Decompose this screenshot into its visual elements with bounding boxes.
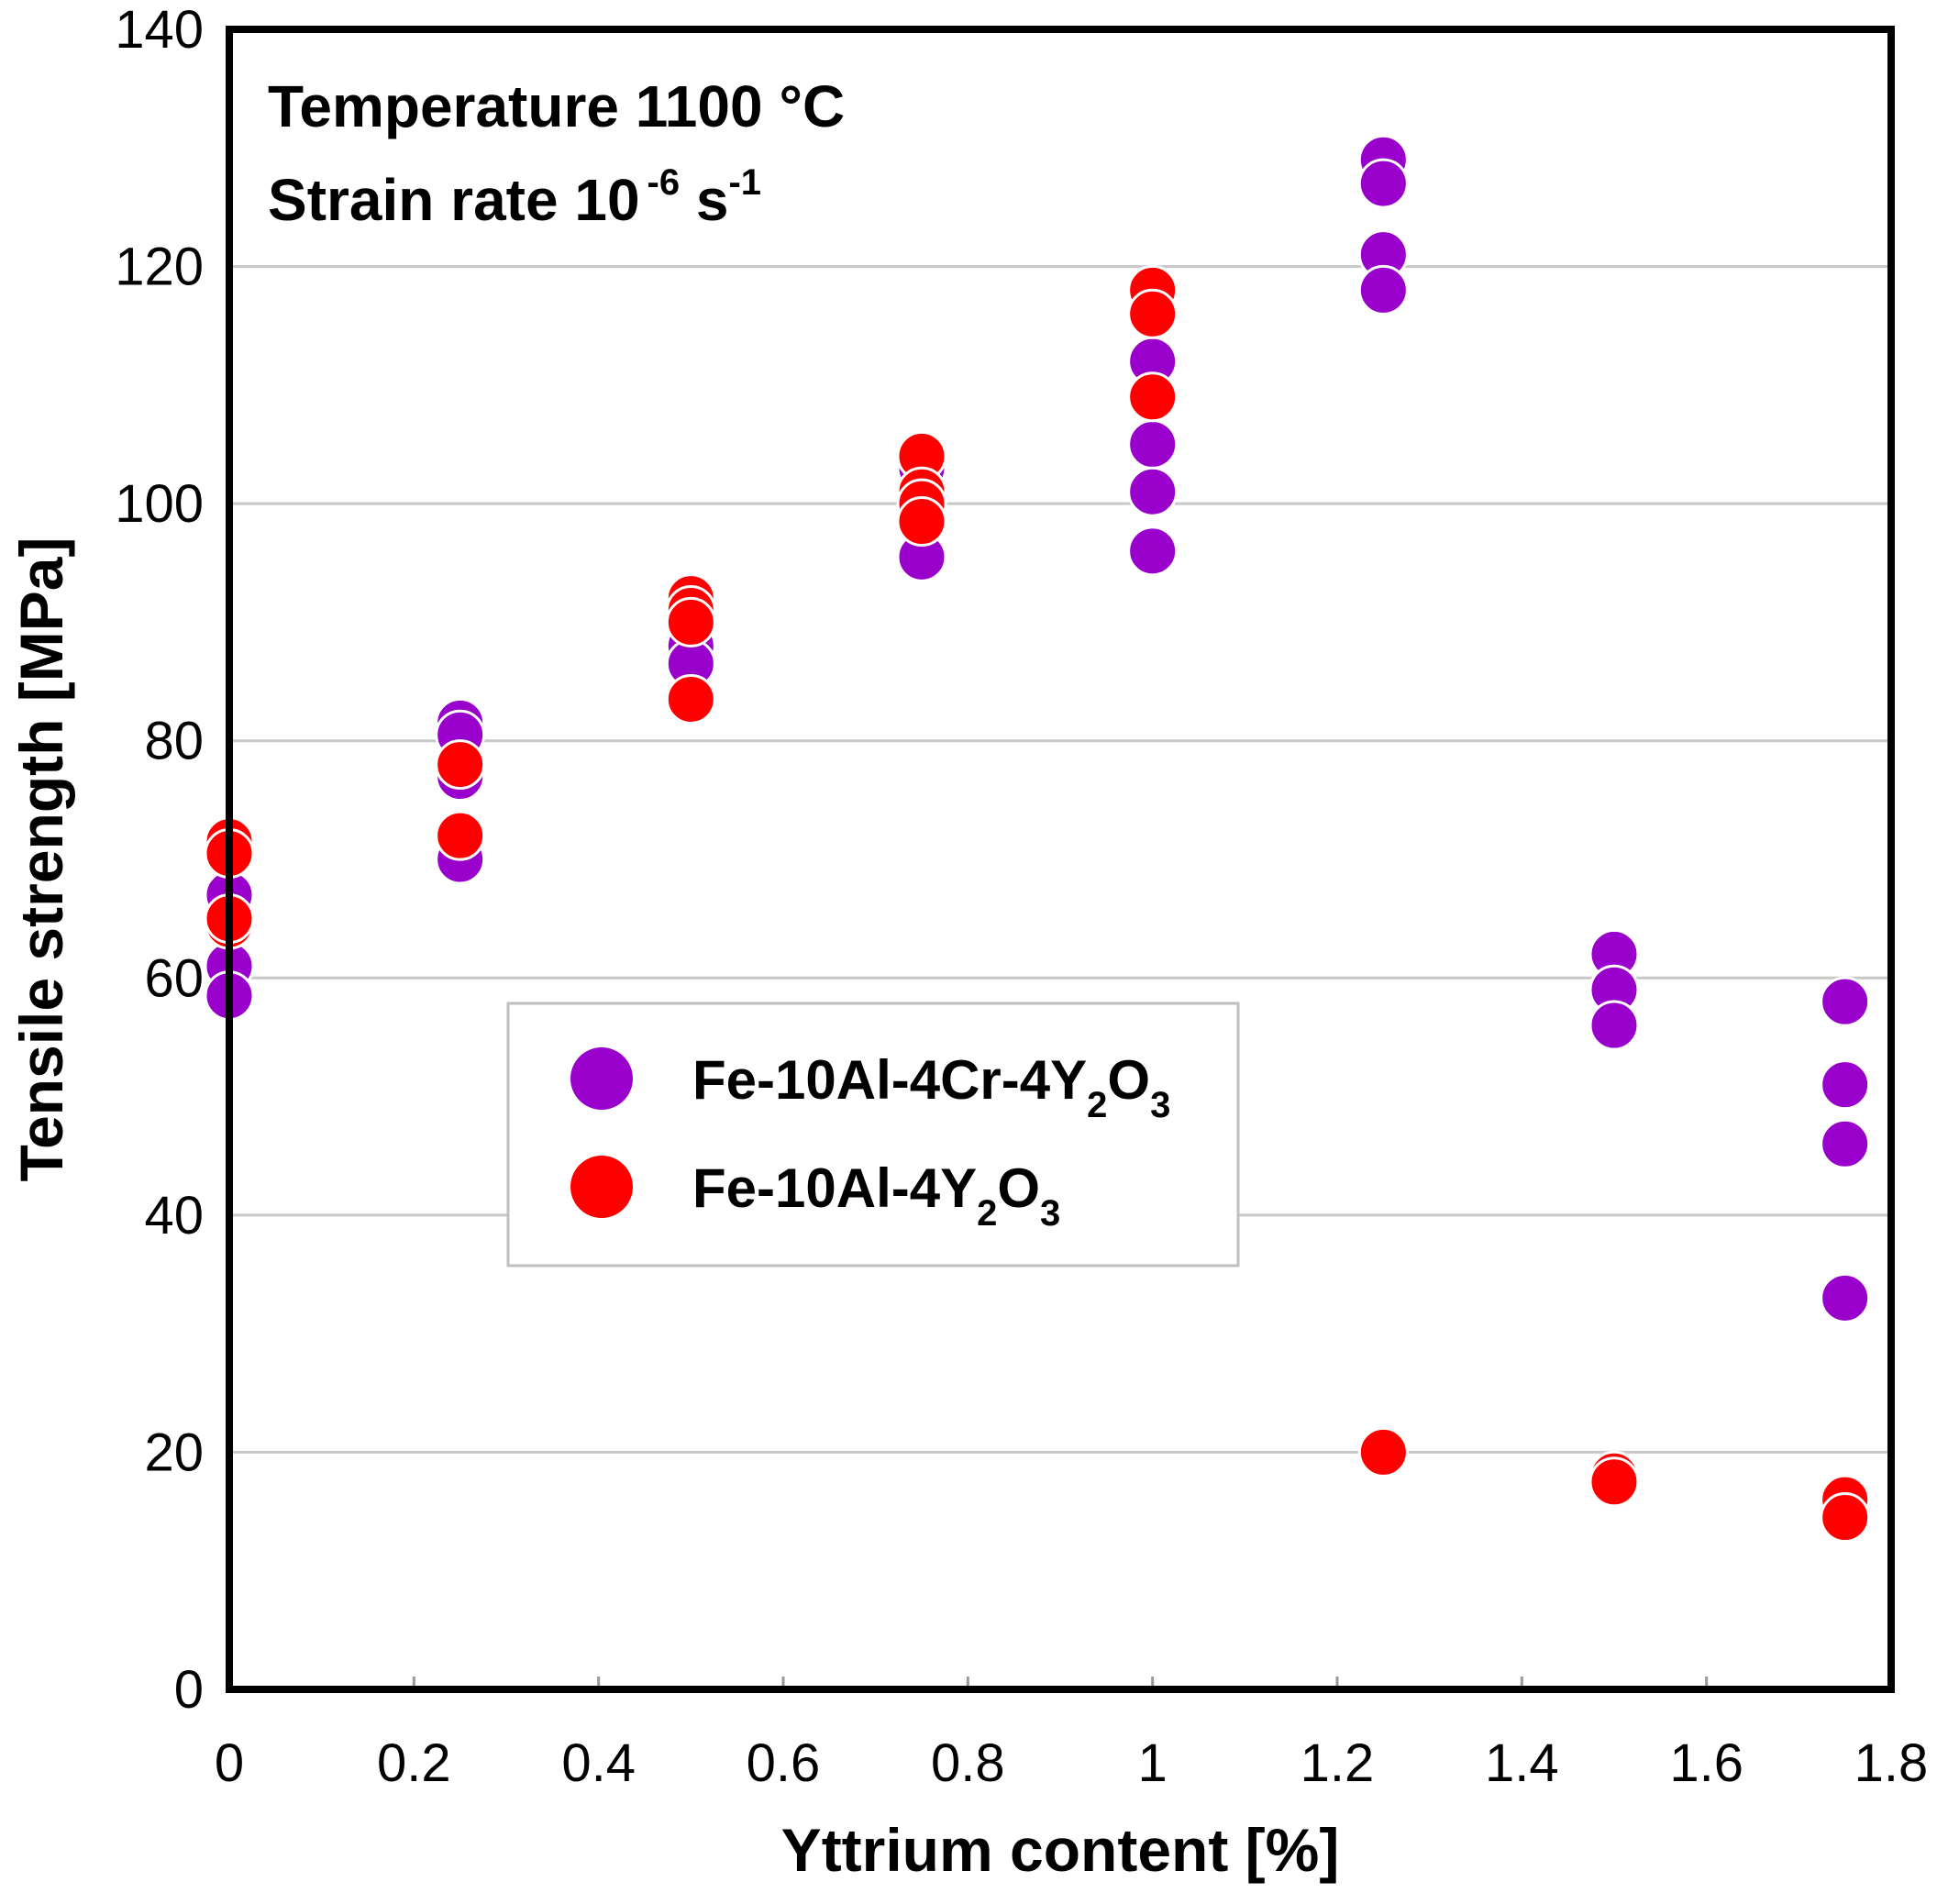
data-point xyxy=(1127,419,1179,470)
legend-box xyxy=(506,1002,1240,1267)
plot-frame xyxy=(226,26,1895,1693)
data-point xyxy=(435,739,486,791)
data-point xyxy=(1588,1456,1640,1508)
x-tick-label: 1.8 xyxy=(1854,1733,1929,1793)
x-tick-label: 1.6 xyxy=(1669,1733,1743,1793)
y-tick-label: 140 xyxy=(115,0,204,60)
legend-label-0-o: O xyxy=(1107,1049,1150,1111)
data-points xyxy=(204,134,1871,1544)
x-tick-label: 1.2 xyxy=(1301,1733,1375,1793)
legend-label-0-sub2: 2 xyxy=(1087,1085,1107,1125)
x-tick-label: 1 xyxy=(1138,1733,1168,1793)
x-axis-tick-labels: 0 0.2 0.4 0.6 0.8 1 1.2 1.4 1.6 1.8 xyxy=(215,1733,1928,1793)
data-point xyxy=(1357,158,1409,209)
data-point xyxy=(896,496,947,548)
x-axis-title: Yttrium content [%] xyxy=(781,1816,1340,1884)
strain-exponent: -6 xyxy=(648,162,681,203)
data-point xyxy=(435,810,486,861)
data-point xyxy=(1820,976,1871,1027)
x-tick-label: 0 xyxy=(215,1733,244,1793)
x-tick-label: 0.4 xyxy=(561,1733,636,1793)
data-point xyxy=(1357,1426,1409,1478)
data-point xyxy=(1127,466,1179,517)
legend-label-fe-10al-4cr-4y2o3: Fe-10Al-4Cr-4Y2O3 xyxy=(692,1049,1170,1125)
y-tick-label: 100 xyxy=(115,474,204,534)
data-point xyxy=(1127,371,1179,423)
y-tick-label: 0 xyxy=(174,1660,204,1720)
legend-label-1-sub2: 2 xyxy=(977,1193,997,1234)
x-tick-label: 0.8 xyxy=(931,1733,1005,1793)
annotation-temperature: Temperature 1100 °C xyxy=(268,73,845,139)
y-axis-tick-labels: 0 20 40 60 80 100 120 140 xyxy=(115,0,204,1720)
y-tick-label: 60 xyxy=(144,948,204,1008)
legend-label-0-main: Fe-10Al-4Cr-4Y xyxy=(692,1049,1087,1111)
y-tick-label: 80 xyxy=(144,712,204,771)
data-point xyxy=(665,596,716,648)
legend-label-1-main: Fe-10Al-4Y xyxy=(692,1157,977,1219)
data-point xyxy=(665,673,716,725)
data-point xyxy=(1357,264,1409,315)
legend-label-1-o: O xyxy=(997,1157,1040,1219)
legend-label-1-sub3: 3 xyxy=(1040,1193,1060,1234)
data-point xyxy=(1820,1118,1871,1169)
legend-label-0-sub3: 3 xyxy=(1150,1085,1170,1125)
data-point xyxy=(1127,288,1179,339)
data-point xyxy=(1820,1059,1871,1111)
data-point xyxy=(1588,1000,1640,1051)
legend: Fe-10Al-4Cr-4Y2O3 Fe-10Al-4Y2O3 xyxy=(506,1002,1240,1267)
strain-unit-exponent: -1 xyxy=(728,162,761,203)
data-point xyxy=(1127,526,1179,577)
y-tick-label: 120 xyxy=(115,238,204,297)
data-point xyxy=(1820,1492,1871,1544)
x-tick-label: 0.6 xyxy=(747,1733,821,1793)
annotation-strain-rate: Strain rate 10 -6 s-1 xyxy=(268,162,761,233)
y-tick-label: 20 xyxy=(144,1422,204,1482)
data-point xyxy=(1820,1272,1871,1323)
legend-marker-fe-10al-4y2o3 xyxy=(570,1156,633,1218)
legend-label-fe-10al-4y2o3: Fe-10Al-4Y2O3 xyxy=(692,1157,1060,1234)
x-tick-label: 0.2 xyxy=(377,1733,451,1793)
strain-prefix: Strain rate 10 xyxy=(268,167,640,233)
legend-marker-fe-10al-4cr-4y2o3 xyxy=(570,1047,633,1110)
strain-unit: s xyxy=(680,167,728,233)
x-tick-label: 1.4 xyxy=(1485,1733,1559,1793)
series-1 xyxy=(204,264,1871,1544)
y-axis-title: Tensile strength [MPa] xyxy=(7,537,75,1182)
y-tick-label: 40 xyxy=(144,1186,204,1245)
